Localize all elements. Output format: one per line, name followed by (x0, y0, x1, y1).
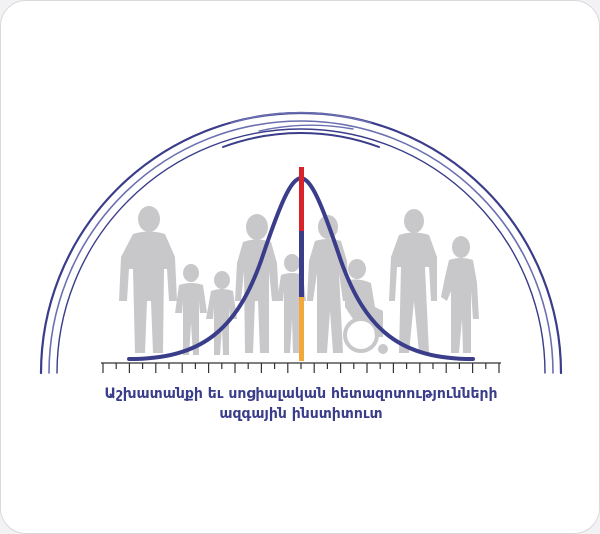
institute-name-line-2: ազգային ինստիտուտ (219, 406, 383, 422)
silhouette-child-2 (206, 271, 237, 355)
middle-arch (48, 120, 554, 374)
ruler-scale (101, 362, 501, 373)
silhouette-woman-3 (441, 236, 479, 353)
institute-name: Աշխատանքի եւ սոցիալական հետազոտություննե… (1, 384, 599, 424)
flag-blue (299, 231, 304, 297)
arch-lines (39, 111, 563, 375)
silhouette-man-left (119, 206, 177, 353)
silhouette-child-1 (175, 264, 207, 355)
ruler-ticks (102, 363, 500, 373)
institute-name-line-1: Աշխատանքի եւ սոցիալական հետազոտություննե… (104, 386, 498, 402)
silhouette-child-3 (277, 254, 306, 353)
silhouette-wheelchair (343, 259, 388, 354)
flag-red (299, 167, 304, 231)
silhouette-woman-2 (307, 215, 349, 353)
silhouette-man-right (389, 209, 437, 353)
flag-orange (299, 297, 304, 361)
inner-arch (56, 128, 546, 374)
short-arc-1 (230, 111, 372, 124)
short-arc-3 (222, 132, 380, 148)
armenian-flag-bar (299, 167, 304, 361)
silhouette-woman-1 (235, 214, 279, 353)
short-arc-2 (258, 124, 354, 132)
people-silhouettes (119, 206, 479, 355)
